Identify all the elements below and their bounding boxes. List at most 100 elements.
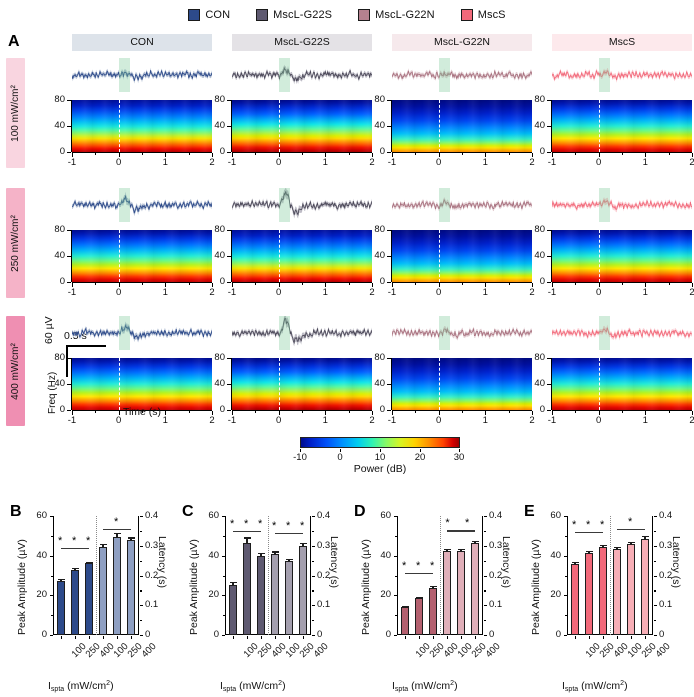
spec-ytick bbox=[67, 358, 71, 360]
spec-xtick bbox=[212, 153, 214, 157]
panel-e-xtick bbox=[645, 636, 647, 639]
spec-xtick bbox=[372, 283, 374, 287]
stimulus-band bbox=[599, 188, 610, 222]
panel-e-ytick-left bbox=[563, 555, 567, 557]
panel-c-ytick-left bbox=[221, 635, 225, 637]
panel-c-errorbar bbox=[274, 551, 276, 556]
panel-d-errorcap bbox=[443, 549, 451, 551]
spec-ytick bbox=[547, 126, 551, 128]
panel-b-bar-latency-100 bbox=[98, 546, 108, 635]
spec-ylabel: 80 bbox=[214, 94, 225, 105]
spec-xtick bbox=[165, 153, 167, 157]
lfp-trace-r3-c4 bbox=[552, 316, 692, 350]
panel-d-errorcap bbox=[429, 585, 437, 587]
spectrogram-yaxis-r2-c4 bbox=[551, 230, 553, 282]
panel-d-ytick-left bbox=[393, 595, 397, 597]
panel-d-bar-amplitude-400 bbox=[428, 587, 438, 635]
stimulus-band bbox=[439, 316, 450, 350]
spec-xlabel: 0 bbox=[116, 287, 122, 298]
panel-d-errorbar bbox=[474, 541, 476, 545]
panel-c-ylabel-right: 0.4 bbox=[317, 510, 331, 521]
panel-c-errorbar bbox=[232, 582, 234, 586]
spec-ytick bbox=[227, 358, 231, 360]
panel-d-errorcap bbox=[401, 605, 409, 607]
spec-xlabel: 0 bbox=[596, 415, 602, 426]
panel-letter-c: C bbox=[182, 503, 194, 520]
spec-xlabel: -1 bbox=[227, 415, 237, 426]
spec-xlabel: -1 bbox=[387, 415, 397, 426]
panel-d-sig-star-lat-1: * bbox=[465, 517, 470, 530]
stimulus-onset-line bbox=[119, 230, 120, 282]
panel-letter-b: B bbox=[10, 503, 22, 520]
spec-xtick-minor bbox=[575, 411, 577, 413]
spec-xtick bbox=[645, 283, 647, 287]
legend-item-mscs: MscS bbox=[460, 9, 506, 21]
panel-b-ylabel-right: 0.4 bbox=[145, 510, 159, 521]
spec-xtick bbox=[598, 283, 600, 287]
panel-c-errorbar bbox=[260, 552, 262, 557]
panel-e-errorbar bbox=[588, 550, 590, 555]
panel-c-ytick-right bbox=[311, 545, 315, 547]
xtitle-sup: 2 bbox=[106, 680, 111, 687]
panel-b-xlabel-400: 400 bbox=[139, 641, 159, 660]
panel-c-bar-amplitude-250 bbox=[242, 543, 252, 635]
lfp-trace-svg bbox=[552, 324, 692, 341]
panel-e-errorbar bbox=[630, 541, 632, 546]
spec-ylabel: 0 bbox=[219, 404, 225, 415]
panel-e-ytitle-right: Latency (s) bbox=[670, 536, 682, 588]
stimulus-onset-line bbox=[599, 100, 600, 152]
panel-b-sig-star-amp-0: * bbox=[58, 535, 63, 548]
spec-xtick bbox=[232, 153, 234, 157]
panel-d-xtitle: Ispta (mW/cm2) bbox=[392, 680, 458, 693]
spec-xtick-minor bbox=[188, 283, 190, 285]
panel-d-sig-star-amp-1: * bbox=[416, 559, 421, 572]
stimulus-onset-line bbox=[279, 230, 280, 282]
panel-e-errorcap bbox=[585, 550, 593, 552]
spectrogram-xaxis-r2-c3 bbox=[392, 282, 532, 284]
spec-xtick-minor bbox=[622, 153, 624, 155]
stimulus-onset-line bbox=[119, 100, 120, 152]
panel-b-errorcap bbox=[99, 544, 107, 546]
panel-e-sig-star-amp-0: * bbox=[572, 519, 577, 532]
spec-ytick bbox=[227, 126, 231, 128]
panel-e-errorcap bbox=[641, 535, 649, 538]
legend-swatch-mscl-g22s bbox=[256, 9, 269, 21]
spec-xlabel: -1 bbox=[387, 287, 397, 298]
panel-c-ytick-right bbox=[311, 575, 315, 577]
panel-e-chart: 0 20 40 60 0 0.1 0.2 0.3 0.4 100 250 400 100 250 400 * *… bbox=[522, 500, 694, 697]
spec-ytick bbox=[227, 282, 231, 284]
spectrogram-image bbox=[552, 100, 692, 152]
panel-d-ylabel-right: 0.3 bbox=[489, 539, 503, 551]
panel-e-errorbar bbox=[616, 546, 618, 551]
panel-c-bar-latency-100 bbox=[270, 554, 280, 635]
panel-b-errorcap bbox=[57, 578, 65, 580]
spectrogram-xaxis-r3-c4 bbox=[552, 410, 692, 412]
panel-b-xtick bbox=[75, 636, 77, 639]
panel-b-errorcap bbox=[85, 561, 93, 563]
spec-ylabel: 80 bbox=[534, 94, 545, 105]
panel-d-ytick-left-minor bbox=[395, 535, 397, 537]
panel-d-ylabel-left: 60 bbox=[380, 510, 391, 521]
spec-xlabel: 2 bbox=[689, 287, 694, 298]
stimulus-onset-line bbox=[439, 230, 440, 282]
spectrogram-image bbox=[72, 100, 212, 152]
scale-bar-amplitude-line bbox=[66, 347, 68, 377]
panel-c-ytick-left bbox=[221, 516, 225, 518]
spectrogram-r3-c1 bbox=[72, 358, 212, 410]
spec-xlabel: 1 bbox=[642, 287, 648, 298]
lfp-trace-svg bbox=[392, 197, 532, 212]
panel-d-ylabel-right: 0.2 bbox=[489, 569, 503, 581]
spec-ylabel: 40 bbox=[54, 120, 65, 131]
panel-c-ytick-right-minor bbox=[311, 560, 314, 562]
spec-xtick bbox=[118, 153, 120, 157]
panel-c-errorcap bbox=[243, 537, 251, 539]
spec-ylabel: 80 bbox=[534, 224, 545, 235]
xtitle-sup: 2 bbox=[450, 680, 455, 687]
stimulus-onset-line bbox=[279, 100, 280, 152]
spectrogram-image bbox=[72, 230, 212, 282]
figure-legend: CON MscL-G22S MscL-G22N MscS bbox=[0, 4, 694, 26]
spec-xtick bbox=[438, 411, 440, 415]
spec-xtick-minor bbox=[415, 411, 417, 413]
spectrogram-yaxis-r2-c1 bbox=[71, 230, 73, 282]
spec-xtick bbox=[72, 411, 74, 415]
